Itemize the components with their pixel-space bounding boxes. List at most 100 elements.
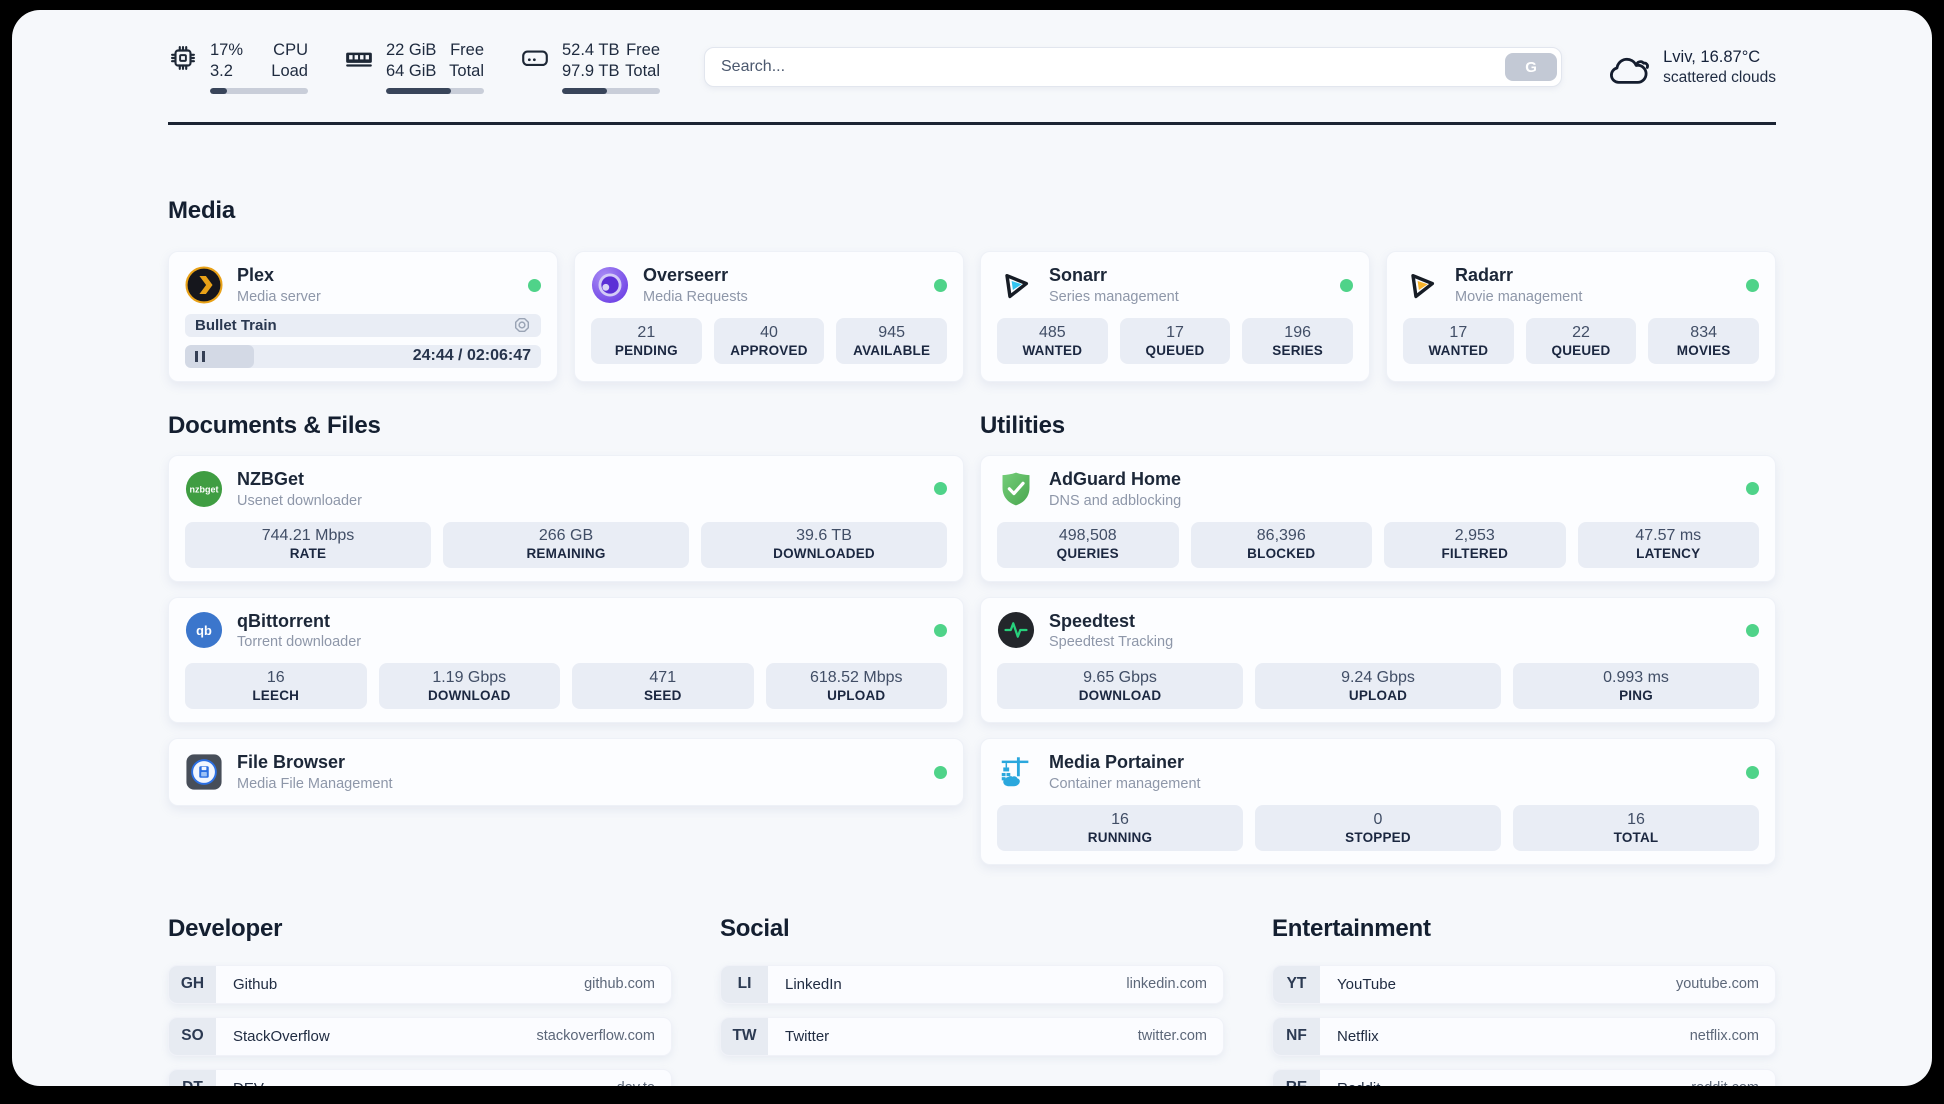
stat-box-queued: 22 QUEUED <box>1525 317 1637 364</box>
stat-value: 266 GB <box>538 527 594 545</box>
adguard-icon <box>997 470 1035 508</box>
disk-stat-values: 52.4 TB Free 97.9 TB Total <box>562 40 660 95</box>
bookmark-url: netflix.com <box>1689 1028 1759 1045</box>
stat-box-seed: 471 SEED <box>572 663 754 710</box>
app-card-qbittorrent[interactable]: qb qBittorrent Torrent downloader 16 LEE… <box>168 596 964 724</box>
netflix-abbr: NF <box>1273 1017 1320 1055</box>
app-name: Sonarr <box>1049 265 1108 286</box>
weather-text: Lviv, 16.87°C scattered clouds <box>1663 48 1776 87</box>
bookmark-url: twitter.com <box>1137 1028 1207 1045</box>
stat-label: AVAILABLE <box>853 342 931 358</box>
cloud-icon <box>1606 47 1650 87</box>
stat-box-filtered: 2,953 FILTERED <box>1384 521 1566 568</box>
app-card-portainer[interactable]: Media Portainer Container management 16 … <box>980 738 1776 865</box>
app-subtitle: Series management <box>1049 288 1179 305</box>
stat-label: LATENCY <box>1636 546 1701 562</box>
cpu-progress-fill <box>210 88 227 95</box>
bookmark-dev[interactable]: DT DEV dev.to <box>168 1068 672 1086</box>
section-title-entertainment: Entertainment <box>1272 914 1431 942</box>
bookmark-url: stackoverflow.com <box>536 1028 655 1045</box>
bookmark-name: StackOverflow <box>233 1027 330 1045</box>
bookmark-name: Github <box>233 975 278 993</box>
media-grid: Plex Media server Bullet Train <box>168 251 1776 382</box>
stat-label: TOTAL <box>1613 829 1659 845</box>
qbittorrent-header: qb qBittorrent Torrent downloader <box>185 611 947 650</box>
memory-label-2: Total <box>449 62 484 81</box>
app-card-nzbget[interactable]: nzbget NZBGet Usenet downloader 744.21 M… <box>168 454 964 582</box>
stat-value: 22 <box>1572 323 1590 341</box>
bookmark-linkedin[interactable]: LI LinkedIn linkedin.com <box>720 964 1224 1004</box>
svg-text:nzbget: nzbget <box>189 484 218 494</box>
stat-value: 9.65 Gbps <box>1083 669 1157 687</box>
filebrowser-header: File Browser Media File Management <box>185 752 947 792</box>
stat-label: PING <box>1619 688 1653 704</box>
stat-value: 16 <box>1627 810 1645 828</box>
header-divider <box>168 122 1776 126</box>
stat-value: 1.19 Gbps <box>432 669 507 687</box>
app-subtitle: Media File Management <box>237 775 393 792</box>
bookmark-youtube[interactable]: YT YouTube youtube.com <box>1272 964 1776 1004</box>
dashboard-page: 17% CPU 3.2 Load <box>12 10 1932 1086</box>
plex-header: Plex Media server <box>185 265 541 305</box>
stat-value: 471 <box>649 669 677 687</box>
playback-time: 24:44 / 02:06:47 <box>412 347 531 365</box>
stat-value: 39.6 TB <box>796 527 852 545</box>
bookmark-github[interactable]: GH Github github.com <box>168 964 672 1004</box>
app-card-radarr[interactable]: Radarr Movie management 17 WANTED 22 QUE… <box>1386 251 1776 382</box>
gear-icon[interactable] <box>513 316 531 334</box>
app-name: Overseerr <box>643 265 729 286</box>
pause-icon[interactable] <box>195 350 205 362</box>
bookmark-stackoverflow[interactable]: SO StackOverflow stackoverflow.com <box>168 1016 672 1056</box>
app-card-overseerr[interactable]: Overseerr Media Requests 21 PENDING 40 A… <box>574 251 964 382</box>
stackoverflow-abbr: SO <box>169 1017 216 1055</box>
cpu-stat-values: 17% CPU 3.2 Load <box>210 40 308 95</box>
overseerr-stats: 21 PENDING 40 APPROVED 945 AVAILABLE <box>591 317 947 364</box>
search-input[interactable] <box>704 47 1563 88</box>
filebrowser-icon <box>185 753 223 791</box>
stat-label: REMAINING <box>526 546 606 562</box>
stat-value: 0 <box>1373 810 1383 828</box>
memory-progress-track <box>386 88 484 95</box>
weather-condition: scattered clouds <box>1663 68 1776 86</box>
stat-box-download: 9.65 Gbps DOWNLOAD <box>997 663 1243 710</box>
stat-label: SERIES <box>1272 342 1324 358</box>
sonarr-header: Sonarr Series management <box>997 265 1353 305</box>
adguard-stats: 498,508 QUERIES 86,396 BLOCKED 2,953 FIL… <box>997 521 1759 568</box>
dev-abbr: DT <box>169 1069 216 1086</box>
sonarr-titles: Sonarr Series management <box>1049 265 1179 305</box>
stat-value: 86,396 <box>1256 527 1306 545</box>
stat-value: 498,508 <box>1058 527 1117 545</box>
radarr-header: Radarr Movie management <box>1403 265 1759 305</box>
qbittorrent-icon: qb <box>185 611 223 649</box>
header-bar: 17% CPU 3.2 Load <box>168 10 1776 95</box>
app-card-adguard[interactable]: AdGuard Home DNS and adblocking 498,508 … <box>980 454 1776 582</box>
bookmark-netflix[interactable]: NF Netflix netflix.com <box>1272 1016 1776 1056</box>
status-dot <box>1746 278 1759 292</box>
app-card-speedtest[interactable]: Speedtest Speedtest Tracking 9.65 Gbps D… <box>980 596 1776 724</box>
stat-box-stopped: 0 STOPPED <box>1255 804 1501 851</box>
bookmark-twitter[interactable]: TW Twitter twitter.com <box>720 1016 1224 1056</box>
search-engine-button[interactable]: G <box>1505 53 1558 82</box>
app-card-sonarr[interactable]: Sonarr Series management 485 WANTED 17 Q… <box>980 251 1370 382</box>
youtube-abbr: YT <box>1273 965 1320 1003</box>
stat-value: 17 <box>1166 323 1184 341</box>
app-card-filebrowser[interactable]: File Browser Media File Management <box>168 738 964 806</box>
bookmark-name: Reddit <box>1337 1080 1380 1086</box>
app-subtitle: Media server <box>237 288 321 305</box>
weather-location-temp: Lviv, 16.87°C <box>1663 47 1761 66</box>
bookmark-url: youtube.com <box>1675 976 1759 993</box>
stat-box-remaining: 266 GB REMAINING <box>443 521 689 568</box>
app-card-plex[interactable]: Plex Media server Bullet Train <box>168 251 558 382</box>
stat-label: PENDING <box>614 342 678 358</box>
radarr-titles: Radarr Movie management <box>1455 265 1582 305</box>
speedtest-titles: Speedtest Speedtest Tracking <box>1049 611 1173 651</box>
app-name: AdGuard Home <box>1049 468 1182 489</box>
overseerr-titles: Overseerr Media Requests <box>643 265 748 305</box>
stat-box-running: 16 RUNNING <box>997 804 1243 851</box>
reddit-abbr: RE <box>1273 1069 1320 1086</box>
stat-box-queued: 17 QUEUED <box>1119 317 1231 364</box>
stat-box-leech: 16 LEECH <box>185 663 367 710</box>
stat-box-downloaded: 39.6 TB DOWNLOADED <box>701 521 947 568</box>
bookmark-reddit[interactable]: RE Reddit reddit.com <box>1272 1068 1776 1086</box>
search-bar: G <box>704 47 1563 88</box>
